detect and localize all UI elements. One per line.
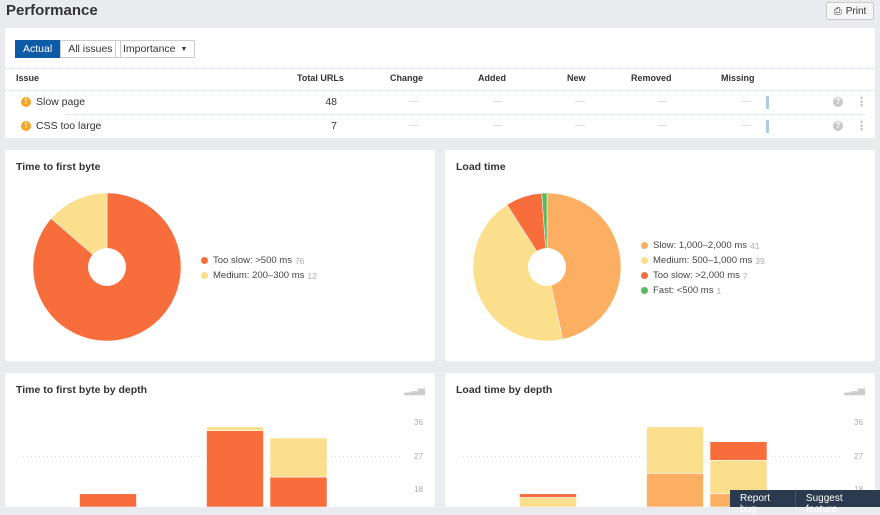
- report-bug-button[interactable]: Report bug: [730, 490, 796, 515]
- removed-value: —: [658, 120, 668, 131]
- issue-link[interactable]: CSS too large: [36, 120, 102, 132]
- legend-item[interactable]: Too slow: >500 ms 76: [201, 253, 317, 268]
- y-tick-label: 18: [414, 485, 423, 495]
- feedback-bar: Report bug Suggest feature: [730, 490, 880, 515]
- legend-dot-icon: [641, 257, 648, 264]
- total-urls[interactable]: 7: [331, 120, 337, 132]
- importance-dropdown[interactable]: Importance ▼: [115, 40, 196, 58]
- bar-segment[interactable]: [206, 426, 264, 431]
- chart-title: Load time: [456, 161, 506, 173]
- legend-dot-icon: [641, 287, 648, 294]
- y-tick-label: 27: [414, 451, 423, 461]
- bar-segment[interactable]: [269, 437, 328, 478]
- help-icon[interactable]: ?: [833, 97, 843, 107]
- bar-segment[interactable]: [709, 441, 768, 461]
- col-removed[interactable]: Removed: [631, 73, 672, 83]
- load-time-pie: [472, 192, 622, 342]
- legend-item[interactable]: Fast: <500 ms 1: [641, 283, 765, 298]
- bar-segment[interactable]: [206, 430, 264, 507]
- tab-actual[interactable]: Actual: [15, 40, 61, 58]
- suggest-feature-button[interactable]: Suggest feature: [805, 493, 843, 515]
- legend: Slow: 1,000–2,000 ms 41 Medium: 500–1,000 …: [641, 238, 765, 298]
- load-depth-bars: [463, 426, 840, 507]
- col-added[interactable]: Added: [478, 73, 506, 83]
- y-tick-label: 18: [854, 485, 863, 494]
- print-button[interactable]: ⎙ Print: [826, 2, 874, 20]
- legend-dot-icon: [641, 242, 648, 249]
- new-value: —: [575, 96, 585, 107]
- trend-bar: [766, 120, 769, 133]
- pie-slice[interactable]: [50, 192, 108, 268]
- load-depth-card: Load time by depth ▂▃▅ 36 27 18: [445, 373, 875, 507]
- col-issue[interactable]: Issue: [16, 73, 40, 83]
- tab-all-issues[interactable]: All issues: [60, 40, 121, 58]
- trend-bar: [766, 96, 769, 109]
- help-icon[interactable]: ?: [833, 121, 843, 131]
- legend-item[interactable]: Slow: 1,000–2,000 ms 41: [641, 238, 765, 253]
- y-tick-label: 36: [854, 418, 863, 428]
- donut-hole: [528, 248, 566, 286]
- chart-title: Load time by depth: [456, 384, 553, 396]
- missing-value: —: [741, 96, 751, 107]
- bar-chart-icon[interactable]: ▂▃▅: [404, 385, 425, 395]
- ttfb-depth-card: Time to first byte by depth ▂▃▅ 36 27 18: [5, 373, 435, 507]
- pie-slice[interactable]: [472, 204, 564, 342]
- y-tick-label: 27: [854, 451, 863, 461]
- legend-item[interactable]: Medium: 500–1,000 ms 39: [641, 253, 765, 268]
- chart-title: Time to first byte by depth: [16, 384, 148, 396]
- legend-item[interactable]: Too slow: >2,000 ms 7: [641, 268, 765, 283]
- bar-chart-icon[interactable]: ▂▃▅: [844, 385, 865, 395]
- pie-slice[interactable]: [546, 192, 622, 340]
- bar-segment[interactable]: [646, 473, 704, 507]
- bar-segment[interactable]: [519, 493, 577, 498]
- warning-icon: !: [21, 121, 31, 131]
- y-tick-label: 36: [414, 418, 423, 428]
- bar-segment[interactable]: [709, 459, 768, 495]
- bar-segment[interactable]: [269, 476, 328, 507]
- legend-dot-icon: [201, 257, 208, 264]
- ttfb-depth-bars: [23, 426, 400, 507]
- caret-down-icon: ▼: [180, 45, 188, 53]
- view-toggle: Actual All issues: [15, 40, 121, 58]
- ttfb-card: Time to first byte Too slow: >500 ms 76 Me…: [5, 150, 435, 361]
- ttfb-pie: [32, 192, 182, 342]
- col-new[interactable]: New: [567, 73, 586, 83]
- added-value: —: [492, 120, 502, 131]
- change-value: —: [409, 120, 419, 131]
- legend: Too slow: >500 ms 76 Medium: 200–300 ms 12: [201, 253, 317, 283]
- bar-segment[interactable]: [646, 426, 704, 474]
- donut-hole: [88, 248, 126, 286]
- chart-title: Time to first byte: [16, 161, 101, 173]
- new-value: —: [575, 120, 585, 131]
- change-value: —: [409, 96, 419, 107]
- col-total[interactable]: Total URLs: [297, 73, 344, 83]
- col-change[interactable]: Change: [390, 73, 424, 83]
- bar-segment[interactable]: [519, 497, 577, 507]
- warning-icon: !: [21, 97, 31, 107]
- more-options-icon[interactable]: ⋮: [856, 120, 867, 132]
- added-value: —: [492, 96, 502, 107]
- removed-value: —: [658, 96, 668, 107]
- issue-link[interactable]: Slow page: [36, 96, 86, 108]
- printer-icon: ⎙: [833, 5, 842, 17]
- legend-item[interactable]: Medium: 200–300 ms 12: [201, 268, 317, 283]
- legend-dot-icon: [201, 272, 208, 279]
- bar-segment[interactable]: [79, 493, 137, 507]
- more-options-icon[interactable]: ⋮: [856, 96, 867, 108]
- issues-card: Actual All issues Importance ▼ Issue Tota…: [5, 28, 875, 138]
- page-title: Performance: [6, 2, 98, 19]
- col-missing[interactable]: Missing: [721, 73, 755, 83]
- total-urls[interactable]: 48: [325, 96, 337, 108]
- missing-value: —: [741, 120, 751, 131]
- legend-dot-icon: [641, 272, 648, 279]
- load-time-card: Load time Slow: 1,000–2,000 ms 41 Medium: …: [445, 150, 875, 361]
